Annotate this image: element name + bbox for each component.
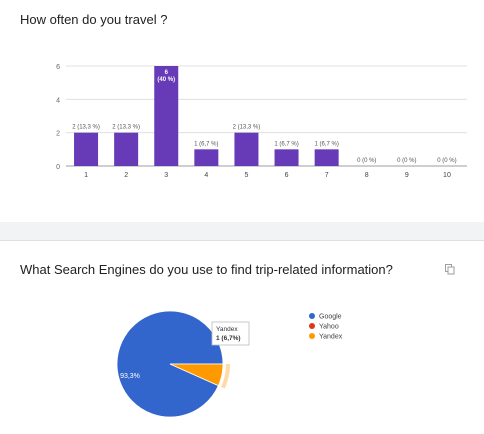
legend-swatch [309,333,315,339]
legend-label: Google [319,314,342,321]
bar [154,66,179,166]
tooltip-value: 1 (6,7%) [216,335,241,342]
x-tick-label: 6 [285,172,289,179]
x-tick-label: 10 [443,172,451,179]
x-tick-label: 3 [164,172,168,179]
pie-slice-label: 93,3% [120,373,140,380]
y-tick-label: 6 [56,64,60,71]
bar [274,149,299,166]
question-card-search-engines: What Search Engines do you use to find t… [0,240,484,434]
pie-tooltip: Yandex 1 (6,7%) [211,321,250,346]
bar [114,132,139,166]
legend-label: Yandex [319,334,343,341]
bar [194,149,219,166]
x-tick-label: 4 [204,172,208,179]
data-label: 1 (6,7 %) [314,141,338,147]
tooltip-label: Yandex [216,326,238,333]
legend-swatch [309,313,315,319]
legend-swatch [309,323,315,329]
data-label: 1 (6,7 %) [274,141,298,147]
x-tick-label: 9 [405,172,409,179]
copy-icon[interactable] [445,264,455,275]
bar [314,149,339,166]
bar [74,132,99,166]
question-title: How often do you travel ? [20,12,168,27]
x-tick-label: 2 [124,172,128,179]
x-tick-label: 1 [84,172,88,179]
x-tick-label: 7 [325,172,329,179]
tooltip-box [211,321,250,346]
y-tick-label: 2 [56,131,60,138]
pie-slice-highlight [221,363,230,389]
bar [234,132,259,166]
x-tick-label: 8 [365,172,369,179]
data-label: 0 (0 %) [357,158,376,164]
card-separator [0,222,484,240]
question-card-travel-frequency: How often do you travel ? 0 2 4 6 1 2 (13,3 %… [0,12,484,223]
x-tick-label: 5 [244,172,248,179]
data-label: 0 (0 %) [397,158,416,164]
data-label: 6 [165,70,169,76]
data-label: 2 (13,3 %) [112,125,140,131]
data-label: 0 (0 %) [437,158,456,164]
y-tick-label: 4 [56,97,60,104]
question-title: What Search Engines do you use to find t… [20,262,393,277]
data-label: 1 (6,7 %) [194,141,218,147]
data-label: (40 %) [157,77,175,83]
legend-label: Yahoo [319,324,339,331]
y-tick-label: 0 [56,164,60,171]
pie-slice [169,363,224,387]
data-label: 2 (13,3 %) [233,125,261,131]
pie-chart: 93,3% Yandex 1 (6,7%) Google Yahoo Yandex [116,310,343,418]
data-label: 2 (13,3 %) [72,125,100,131]
